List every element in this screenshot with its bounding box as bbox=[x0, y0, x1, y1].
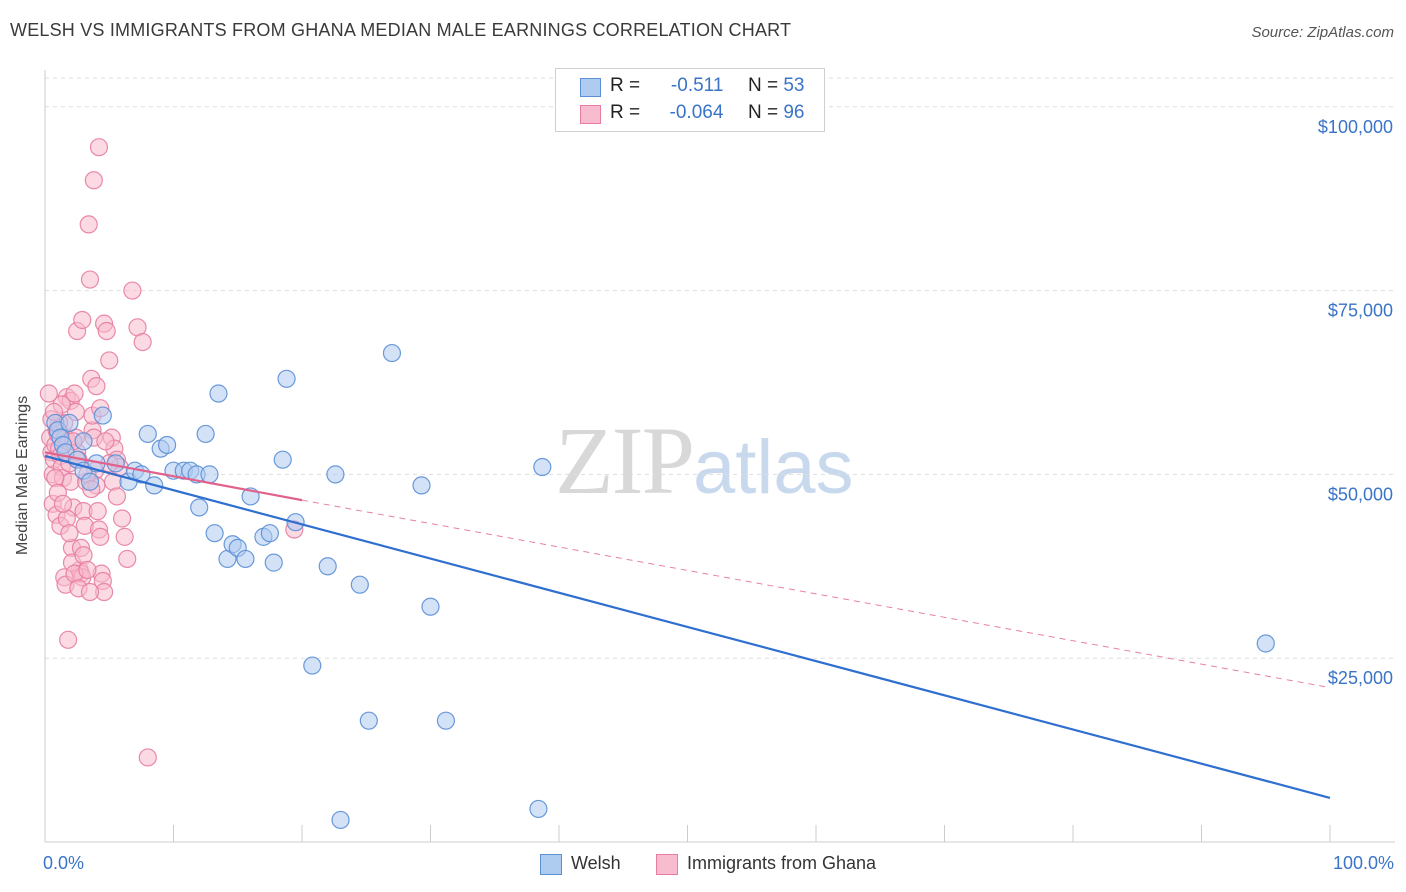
welsh-point bbox=[236, 549, 255, 569]
watermark-atlas: atlas bbox=[693, 425, 854, 510]
ghana-point bbox=[84, 171, 103, 190]
legend-swatch-welsh bbox=[580, 78, 601, 97]
ghana-point bbox=[79, 215, 98, 234]
welsh-point bbox=[260, 524, 279, 543]
legend-welsh-n-label: N = bbox=[747, 75, 779, 96]
welsh-point bbox=[196, 424, 215, 444]
welsh-point bbox=[93, 406, 112, 425]
welsh-point bbox=[331, 810, 350, 830]
x-tick-label-min: 0.0% bbox=[43, 853, 85, 873]
legend-bottom-label-ghana: Immigrants from Ghana bbox=[687, 853, 877, 873]
welsh-point bbox=[382, 343, 402, 363]
ghana-point bbox=[87, 377, 106, 396]
welsh-point bbox=[209, 384, 228, 403]
welsh-point bbox=[205, 524, 224, 543]
welsh-point bbox=[1256, 634, 1275, 653]
ghana-point bbox=[78, 560, 97, 580]
welsh-point bbox=[326, 465, 345, 484]
legend-welsh-r-value: -0.511 bbox=[670, 75, 724, 96]
ghana-point bbox=[53, 494, 73, 513]
ghana-point bbox=[115, 527, 134, 546]
ghana-point bbox=[80, 270, 100, 289]
welsh-point bbox=[264, 553, 283, 572]
welsh-point bbox=[350, 575, 369, 594]
ghana-point bbox=[65, 384, 84, 403]
x-tick-label-max: 100.0% bbox=[1332, 853, 1394, 873]
ghana-point bbox=[96, 432, 115, 451]
chart-title: WELSH VS IMMIGRANTS FROM GHANA MEDIAN MA… bbox=[10, 20, 792, 40]
source-label: Source: ZipAtlas.com bbox=[1251, 24, 1394, 41]
legend-ghana-n-label: N = bbox=[747, 102, 779, 123]
welsh-point bbox=[60, 413, 79, 433]
legend-bottom-label-welsh: Welsh bbox=[571, 853, 621, 873]
ghana-point bbox=[118, 549, 137, 569]
welsh-point bbox=[190, 498, 209, 517]
legend-ghana-r-label: R = bbox=[610, 102, 641, 123]
ghana-trend-extension bbox=[301, 499, 1331, 689]
ghana-point bbox=[73, 310, 92, 330]
welsh-point bbox=[273, 450, 292, 469]
ghana-trend-line bbox=[44, 451, 303, 502]
legend-stats: R = -0.511 N = 53 R = -0.064 N = 96 bbox=[555, 68, 825, 132]
legend-swatch-ghana bbox=[580, 105, 601, 124]
ghana-point bbox=[88, 502, 107, 521]
y-axis-label: Median Male Earnings bbox=[14, 395, 31, 555]
welsh-point bbox=[80, 472, 100, 491]
welsh-point bbox=[529, 799, 548, 819]
legend-bottom-swatch-welsh bbox=[540, 854, 562, 875]
welsh-trend-line bbox=[44, 454, 1331, 799]
ghana-point bbox=[133, 332, 152, 352]
welsh-point bbox=[359, 711, 378, 730]
ghana-point bbox=[112, 509, 132, 528]
y-tick-label: $75,000 bbox=[1328, 301, 1393, 321]
watermark: ZIPatlas bbox=[555, 405, 854, 516]
welsh-point bbox=[318, 557, 337, 576]
welsh-point bbox=[200, 465, 219, 484]
welsh-point bbox=[412, 476, 431, 495]
ghana-point bbox=[123, 281, 142, 300]
welsh-point bbox=[277, 369, 296, 388]
ghana-point bbox=[97, 321, 116, 341]
watermark-zip: ZIP bbox=[555, 407, 695, 514]
ghana-point bbox=[39, 384, 58, 403]
ghana-point bbox=[59, 630, 78, 649]
ghana-point bbox=[80, 582, 100, 602]
welsh-point bbox=[157, 435, 177, 455]
legend-bottom-swatch-ghana bbox=[656, 854, 678, 875]
legend-series: Welsh Immigrants from Ghana bbox=[0, 852, 1406, 878]
y-tick-label: $25,000 bbox=[1328, 668, 1393, 688]
y-tick-label: $100,000 bbox=[1318, 117, 1393, 137]
ghana-point bbox=[91, 527, 110, 546]
legend-ghana-r-value: -0.064 bbox=[669, 102, 724, 123]
y-tick-label: $50,000 bbox=[1328, 484, 1393, 504]
legend-ghana-n-value: 96 bbox=[783, 102, 805, 123]
legend-welsh-n-value: 53 bbox=[783, 75, 805, 96]
welsh-point bbox=[74, 432, 93, 451]
ghana-point bbox=[89, 138, 109, 157]
welsh-point bbox=[138, 424, 157, 444]
welsh-point bbox=[303, 656, 322, 675]
ghana-point bbox=[46, 468, 65, 488]
ghana-point bbox=[138, 748, 157, 767]
ghana-point bbox=[60, 524, 79, 543]
legend-welsh-r-label: R = bbox=[610, 75, 641, 96]
welsh-point bbox=[436, 711, 456, 730]
ghana-point bbox=[107, 487, 127, 506]
welsh-point bbox=[421, 597, 440, 616]
ghana-point bbox=[100, 351, 119, 370]
welsh-point bbox=[533, 457, 552, 477]
